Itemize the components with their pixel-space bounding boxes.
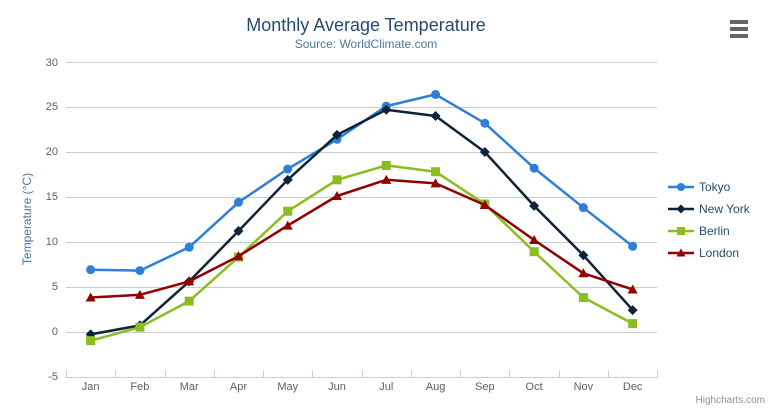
series-marker[interactable]: [134, 289, 145, 299]
series-marker[interactable]: [135, 266, 145, 276]
x-axis-label: Feb: [130, 381, 150, 393]
series-marker[interactable]: [677, 227, 685, 235]
series-marker[interactable]: [676, 248, 686, 257]
legend-item-new-york[interactable]: New York: [668, 202, 750, 216]
legend-item-tokyo[interactable]: Tokyo: [668, 180, 750, 194]
series-line-london[interactable]: [89, 178, 634, 299]
series-marker[interactable]: [85, 292, 96, 302]
x-axis-label: Dec: [622, 381, 643, 393]
series-marker[interactable]: [480, 118, 490, 128]
y-axis-label: -5: [48, 371, 58, 383]
export-menu-button[interactable]: [730, 20, 750, 38]
series-line-berlin[interactable]: [89, 164, 634, 342]
x-axis-label: Nov: [573, 381, 594, 393]
x-axis-label: Aug: [425, 381, 446, 393]
series-marker[interactable]: [529, 163, 539, 173]
series-marker[interactable]: [283, 206, 293, 216]
series-marker[interactable]: [233, 251, 244, 261]
legend-item-london[interactable]: London: [668, 246, 750, 260]
legend-triangle-icon: [668, 248, 694, 257]
series-marker[interactable]: [529, 235, 540, 245]
series-marker[interactable]: [627, 305, 638, 316]
y-axis-label: 0: [51, 326, 58, 339]
legend-label: New York: [699, 202, 750, 216]
series-marker[interactable]: [332, 190, 343, 200]
hamburger-icon: [730, 27, 748, 31]
legend: Tokyo New York Berlin London: [668, 180, 750, 268]
x-axis-label: Jan: [81, 381, 100, 393]
x-axis-label: Mar: [179, 381, 199, 393]
series-line-tokyo[interactable]: [89, 93, 634, 272]
y-axis-label: 15: [45, 191, 58, 204]
hamburger-icon: [730, 20, 748, 24]
legend-label: Berlin: [699, 224, 730, 238]
x-axis-label: Sep: [475, 381, 495, 393]
y-axis-label: 20: [45, 146, 58, 159]
x-axis-label: Apr: [229, 381, 248, 393]
legend-circle-icon: [668, 183, 694, 191]
chart-subtitle: Source: WorldClimate.com: [294, 37, 438, 51]
series-marker[interactable]: [529, 200, 540, 211]
series-marker[interactable]: [381, 160, 391, 170]
series-marker[interactable]: [479, 146, 490, 157]
series-marker[interactable]: [578, 250, 589, 261]
series-marker[interactable]: [578, 203, 588, 213]
series-marker[interactable]: [676, 204, 686, 214]
series-marker[interactable]: [381, 174, 392, 184]
series-marker[interactable]: [430, 178, 441, 188]
series-marker[interactable]: [282, 174, 293, 185]
series-marker[interactable]: [233, 226, 244, 237]
series-marker[interactable]: [332, 129, 343, 140]
series-marker[interactable]: [233, 197, 243, 207]
series-marker[interactable]: [283, 164, 293, 174]
y-axis-label: 10: [45, 236, 58, 249]
series-marker[interactable]: [381, 104, 392, 115]
legend-label: London: [699, 246, 740, 260]
y-axis-label: 30: [45, 56, 58, 69]
series-marker[interactable]: [628, 241, 638, 251]
series-marker[interactable]: [677, 183, 685, 191]
chart-title: Monthly Average Temperature: [246, 15, 486, 35]
x-axis-label: Jul: [379, 381, 394, 393]
series-marker[interactable]: [431, 89, 441, 99]
series-marker[interactable]: [184, 296, 194, 306]
series-marker[interactable]: [332, 175, 342, 185]
series-marker[interactable]: [628, 319, 638, 329]
series-marker[interactable]: [529, 247, 539, 257]
y-axis-label: 25: [45, 101, 58, 114]
series-marker[interactable]: [86, 265, 96, 275]
series-marker[interactable]: [282, 220, 293, 230]
legend-square-icon: [668, 227, 694, 235]
legend-diamond-icon: [668, 204, 694, 214]
x-axis-label: May: [277, 381, 299, 393]
credits-link[interactable]: Highcharts.com: [695, 395, 765, 406]
series-marker[interactable]: [578, 293, 588, 303]
series-marker[interactable]: [627, 284, 638, 294]
x-axis-label: Jun: [328, 381, 346, 393]
series-marker[interactable]: [184, 276, 195, 286]
hamburger-icon: [730, 34, 748, 38]
legend-label: Tokyo: [699, 180, 731, 194]
series-marker[interactable]: [86, 336, 96, 346]
x-axis-label: Oct: [525, 381, 543, 393]
series-marker[interactable]: [479, 199, 490, 209]
series-marker[interactable]: [135, 322, 145, 332]
legend-item-berlin[interactable]: Berlin: [668, 224, 750, 238]
series-marker[interactable]: [431, 167, 441, 177]
series-line-new-york[interactable]: [89, 108, 634, 336]
series-marker[interactable]: [578, 268, 589, 278]
y-axis-label: 5: [51, 281, 58, 294]
series-marker[interactable]: [184, 242, 194, 252]
series-marker[interactable]: [430, 111, 441, 122]
